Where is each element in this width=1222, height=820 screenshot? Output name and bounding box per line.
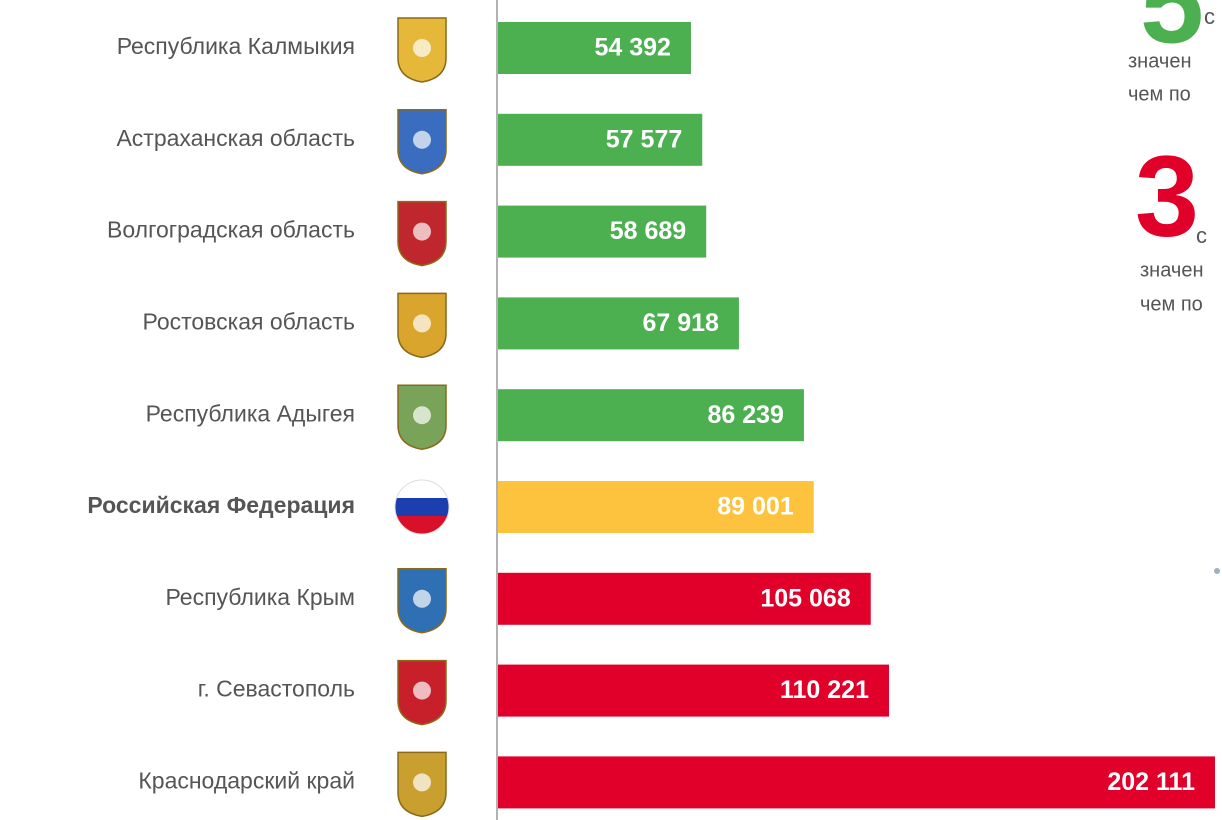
dot xyxy=(1214,568,1220,574)
bar xyxy=(498,297,739,350)
annotation-number: 3 xyxy=(1135,132,1199,260)
bar xyxy=(498,481,814,533)
emblem-detail xyxy=(413,314,431,333)
bar-value-label: 57 577 xyxy=(606,125,682,153)
emblem-detail xyxy=(413,130,431,149)
emblem-detail xyxy=(413,589,431,608)
emblem-detail xyxy=(413,773,431,792)
bar xyxy=(498,22,691,74)
flag-stripe xyxy=(395,516,449,534)
category-label: Республика Калмыкия xyxy=(117,33,355,59)
flag-stripe xyxy=(395,480,449,498)
annotation-text: значен xyxy=(1128,50,1192,72)
bar-value-label: 89 001 xyxy=(717,493,794,521)
category-label: Республика Крым xyxy=(165,584,355,610)
category-label: Астраханская область xyxy=(116,125,355,151)
flag-emblem xyxy=(394,479,450,535)
flag-border xyxy=(394,479,450,535)
bar xyxy=(498,756,1215,809)
emblem-detail xyxy=(413,39,431,57)
bar xyxy=(498,664,890,717)
category-label: Краснодарский край xyxy=(138,767,355,793)
emblem-detail xyxy=(413,222,431,241)
category-label: Ростовская область xyxy=(142,308,355,334)
annotation-text: с xyxy=(1204,4,1215,29)
annotation-number: 5 xyxy=(1140,0,1204,67)
bar-value-label: 54 392 xyxy=(594,34,670,62)
annotation-text: с xyxy=(1196,223,1207,248)
annotation-text: чем по xyxy=(1128,83,1191,105)
emblem-detail xyxy=(413,406,431,425)
category-label: Российская Федерация xyxy=(87,492,355,518)
bar xyxy=(498,572,871,625)
bar-value-label: 58 689 xyxy=(610,217,686,245)
bar xyxy=(498,205,707,258)
annotation-text: значен xyxy=(1140,259,1204,281)
bar-value-label: 86 239 xyxy=(707,401,783,429)
bar-value-label: 110 221 xyxy=(780,676,869,704)
annotation-text: чем по xyxy=(1140,293,1203,315)
category-label: г. Севастополь xyxy=(198,676,355,702)
category-label: Волгоградская область xyxy=(107,217,355,243)
bar-value-label: 105 068 xyxy=(760,584,850,612)
emblem-detail xyxy=(413,681,431,700)
bar xyxy=(498,113,703,166)
flag-stripe xyxy=(395,498,449,516)
bar xyxy=(498,389,804,442)
category-label: Республика Адыгея xyxy=(146,400,355,426)
bar-value-label: 67 918 xyxy=(642,309,719,337)
bar-value-label: 202 111 xyxy=(1107,768,1195,796)
